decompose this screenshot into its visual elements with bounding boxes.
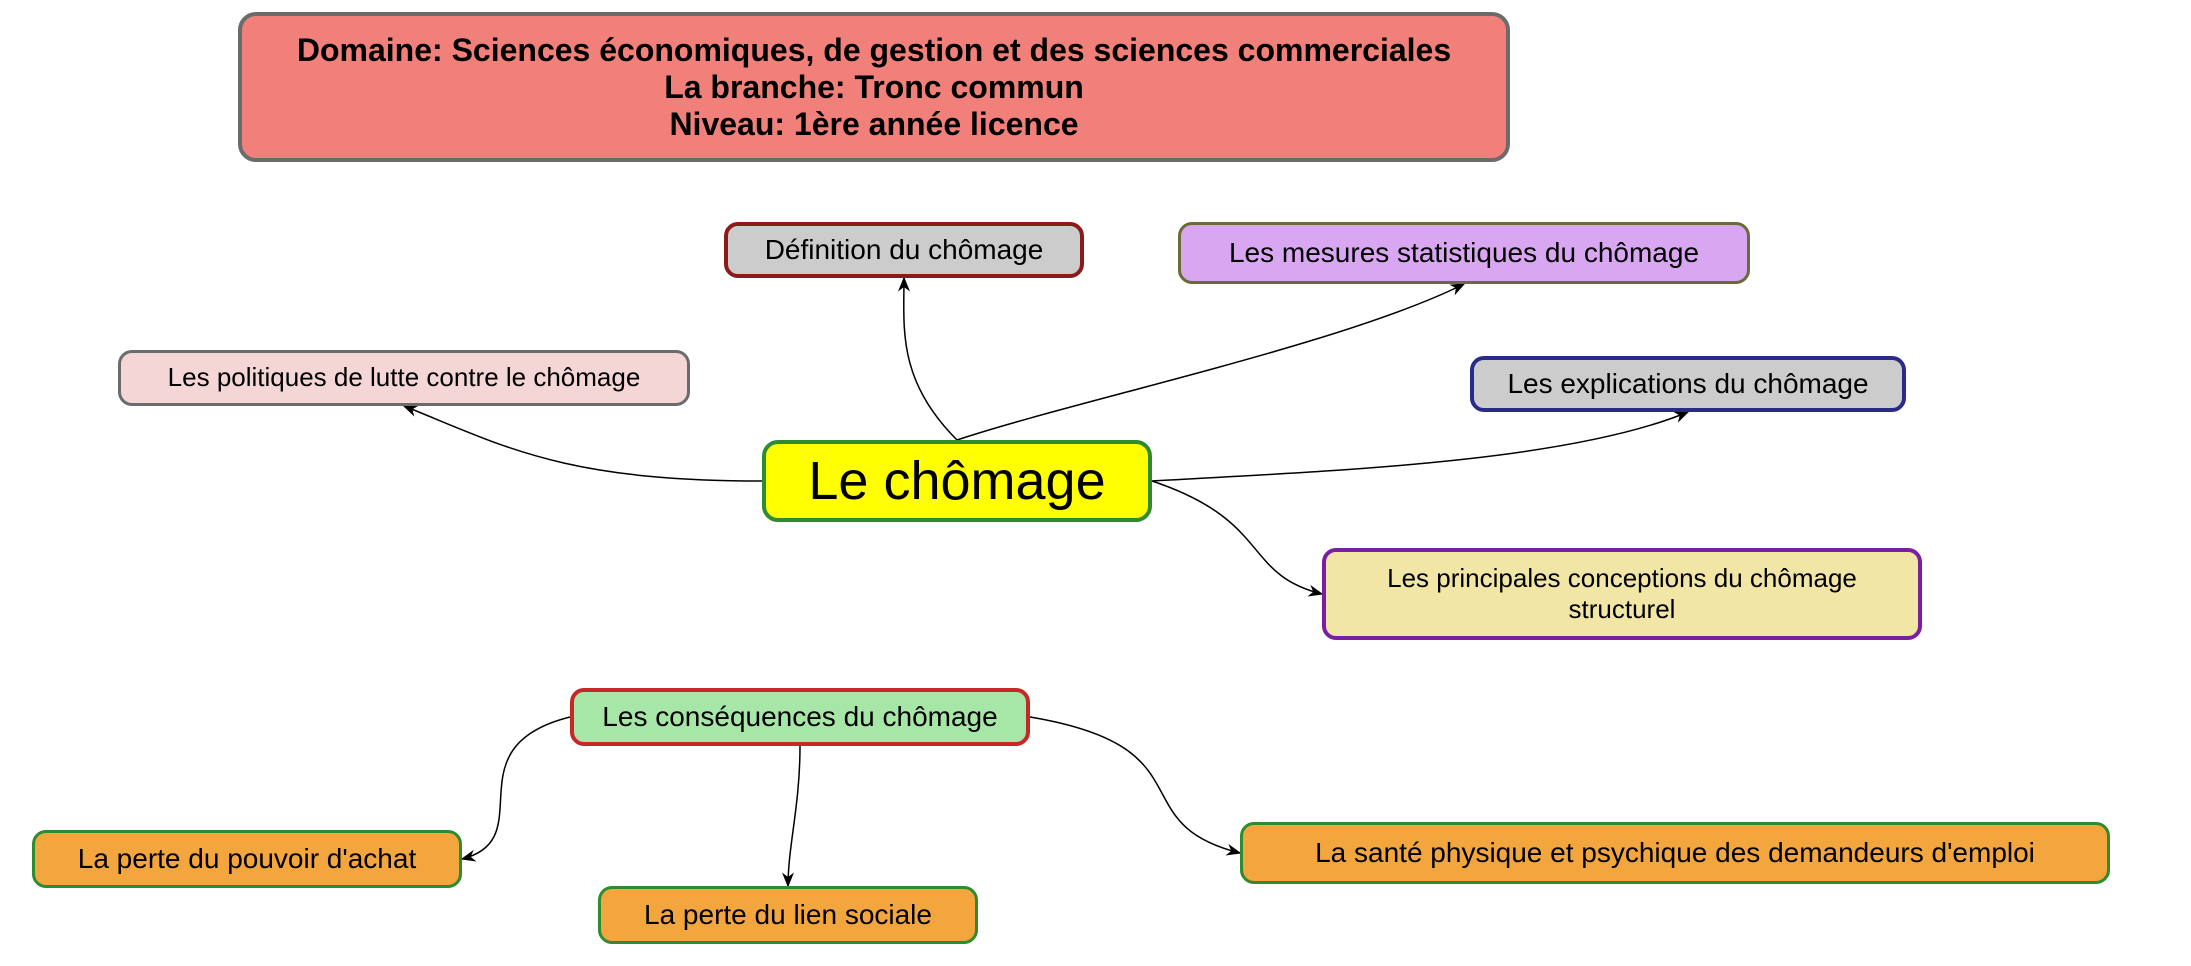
node-definition-label: Définition du chômage: [765, 233, 1044, 267]
edge: [404, 406, 762, 481]
node-sante: La santé physique et psychique des deman…: [1240, 822, 2110, 884]
node-sante-label: La santé physique et psychique des deman…: [1315, 836, 2035, 870]
node-consequences-label: Les conséquences du chômage: [602, 700, 997, 734]
node-center: Le chômage: [762, 440, 1152, 522]
node-politiques-label: Les politiques de lutte contre le chômag…: [168, 362, 641, 393]
node-mesures: Les mesures statistiques du chômage: [1178, 222, 1750, 284]
node-conceptions-label: Les principales conceptions du chômage s…: [1344, 563, 1900, 625]
edge: [462, 717, 570, 859]
header-line-2: La branche: Tronc commun: [664, 69, 1084, 106]
edge: [788, 746, 800, 886]
node-lien-label: La perte du lien sociale: [644, 898, 932, 932]
header-line-1: Domaine: Sciences économiques, de gestio…: [297, 32, 1451, 69]
node-conceptions: Les principales conceptions du chômage s…: [1322, 548, 1922, 640]
node-pouvoir-label: La perte du pouvoir d'achat: [78, 842, 416, 876]
edge: [1152, 481, 1322, 594]
node-consequences: Les conséquences du chômage: [570, 688, 1030, 746]
mindmap-canvas: Domaine: Sciences économiques, de gestio…: [0, 0, 2191, 966]
node-explications: Les explications du chômage: [1470, 356, 1906, 412]
edge: [904, 278, 957, 440]
node-explications-label: Les explications du chômage: [1507, 367, 1868, 401]
node-lien: La perte du lien sociale: [598, 886, 978, 944]
edge: [1152, 412, 1688, 481]
node-politiques: Les politiques de lutte contre le chômag…: [118, 350, 690, 406]
header-line-3: Niveau: 1ère année licence: [669, 106, 1078, 143]
node-pouvoir: La perte du pouvoir d'achat: [32, 830, 462, 888]
node-mesures-label: Les mesures statistiques du chômage: [1229, 236, 1699, 270]
header-box: Domaine: Sciences économiques, de gestio…: [238, 12, 1510, 162]
node-definition: Définition du chômage: [724, 222, 1084, 278]
edge: [957, 284, 1464, 440]
node-center-label: Le chômage: [808, 449, 1105, 514]
edge: [1030, 717, 1240, 853]
